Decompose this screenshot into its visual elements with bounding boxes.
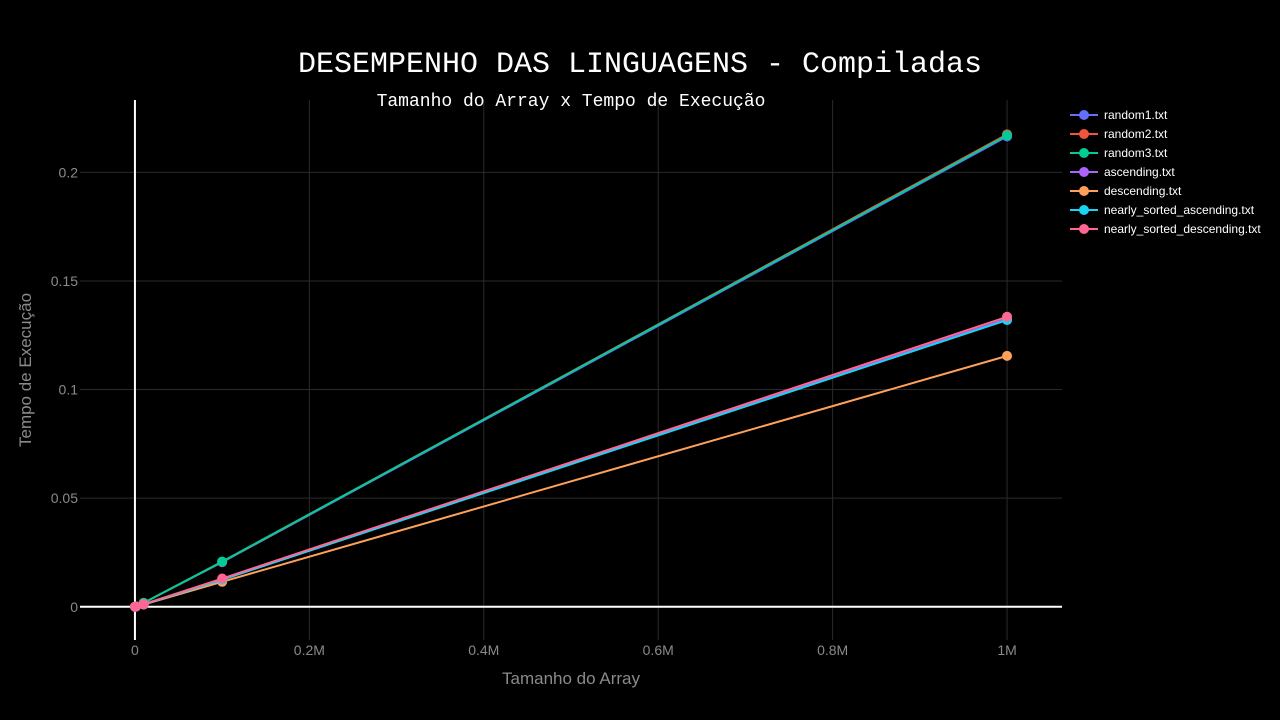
axes	[80, 100, 1062, 640]
chart-subtitle: Tamanho do Array x Tempo de Execução	[377, 92, 766, 112]
legend-marker	[1079, 148, 1089, 158]
x-tick-label: 0.4M	[468, 642, 499, 658]
legend-item[interactable]: random2.txt	[1070, 127, 1168, 141]
legend-label: random3.txt	[1104, 146, 1168, 160]
y-tick-label: 0.2	[59, 164, 79, 180]
y-tick-label: 0.15	[51, 273, 78, 289]
legend-label: nearly_sorted_descending.txt	[1104, 222, 1261, 236]
legend-marker	[1079, 224, 1089, 234]
x-tick-label: 0.2M	[294, 642, 325, 658]
legend-item[interactable]: nearly_sorted_ascending.txt	[1070, 203, 1255, 217]
series-line	[134, 315, 1008, 608]
series-line	[134, 133, 1008, 608]
legend-item[interactable]: random1.txt	[1070, 108, 1168, 122]
legend: random1.txt random2.txt random3.txt ascendi…	[1070, 108, 1261, 236]
legend-marker	[1079, 186, 1089, 196]
legend-marker	[1079, 129, 1089, 139]
series-nearly-sorted-descending	[130, 311, 1013, 612]
legend-label: descending.txt	[1104, 184, 1182, 198]
series-line	[134, 354, 1008, 608]
series-lines	[130, 129, 1013, 612]
legend-item[interactable]: random3.txt	[1070, 146, 1168, 160]
y-tick-label: 0	[70, 599, 78, 615]
legend-item[interactable]: nearly_sorted_descending.txt	[1070, 222, 1261, 236]
data-point	[130, 601, 141, 612]
legend-item[interactable]: descending.txt	[1070, 184, 1182, 198]
y-tick-label: 0.05	[51, 490, 78, 506]
x-tick-label: 0	[131, 642, 139, 658]
legend-marker	[1079, 110, 1089, 120]
y-tick-label: 0.1	[59, 382, 79, 398]
data-point	[138, 599, 149, 610]
x-tick-label: 1M	[997, 642, 1016, 658]
x-tick-label: 0.6M	[643, 642, 674, 658]
legend-item[interactable]: ascending.txt	[1070, 165, 1175, 179]
y-axis-label: Tempo de Execução	[16, 293, 35, 447]
legend-label: random2.txt	[1104, 127, 1168, 141]
x-axis-label: Tamanho do Array	[502, 669, 640, 688]
series-line	[134, 134, 1008, 608]
data-point	[217, 556, 228, 567]
data-point	[217, 573, 228, 584]
legend-label: ascending.txt	[1104, 165, 1175, 179]
legend-marker	[1079, 167, 1089, 177]
data-point	[1002, 311, 1013, 322]
data-point	[1002, 350, 1013, 361]
legend-label: nearly_sorted_ascending.txt	[1104, 203, 1255, 217]
grid	[80, 100, 1062, 640]
legend-label: random1.txt	[1104, 108, 1168, 122]
legend-marker	[1079, 205, 1089, 215]
x-tick-label: 0.8M	[817, 642, 848, 658]
chart-title: DESEMPENHO DAS LINGUAGENS - Compiladas	[298, 48, 982, 82]
tick-labels: 0 0.2M 0.4M 0.6M 0.8M 1M 0 0.05 0.1 0.15 0.2	[51, 164, 1017, 658]
data-point	[1002, 130, 1013, 141]
